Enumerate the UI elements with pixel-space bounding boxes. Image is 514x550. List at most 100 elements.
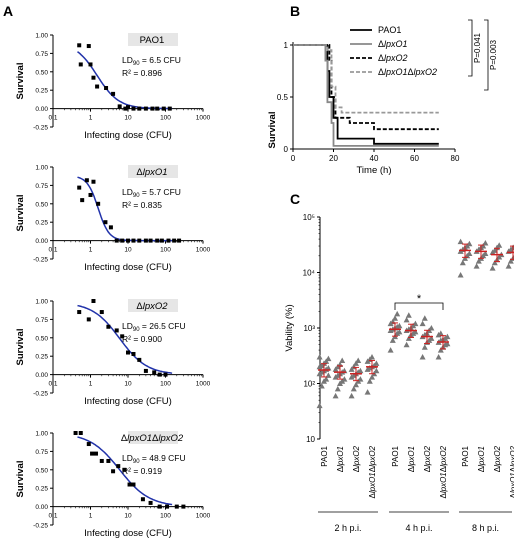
viability-point: [396, 322, 403, 329]
viability-point: [459, 259, 466, 266]
y-tick-label: 0: [284, 145, 289, 154]
y-tick-label: 0.50: [35, 467, 48, 474]
data-point: [174, 504, 179, 509]
x-tick-label: 10: [124, 247, 132, 254]
legend-label: ΔlpxO2: [378, 53, 408, 63]
data-point: [88, 192, 93, 197]
data-point: [91, 179, 96, 184]
y-tick-label: 0.75: [35, 449, 48, 456]
category-label: ΔlpxO2: [493, 445, 502, 472]
group-label: 2 h p.i.: [334, 523, 361, 533]
y-axis-label: Survival: [267, 112, 278, 149]
data-point: [143, 238, 148, 243]
strain-name-box: [128, 431, 178, 444]
panel-letter-b: B: [290, 3, 300, 19]
y-tick-label: 0.00: [35, 504, 48, 511]
data-point: [77, 43, 82, 48]
data-point: [131, 238, 136, 243]
data-point: [86, 44, 91, 49]
viability-point: [334, 385, 341, 392]
viability-point: [348, 392, 355, 399]
strain-name: ΔlpxO2: [136, 301, 168, 312]
data-point: [116, 464, 121, 469]
x-tick-label: 100: [160, 513, 171, 520]
x-axis-label: Time (h): [356, 165, 391, 176]
strain-name-box: [128, 165, 178, 178]
y-tick-label: 0.75: [35, 317, 48, 324]
data-point: [78, 62, 83, 67]
viability-point: [325, 355, 332, 362]
data-point: [103, 220, 108, 225]
data-point: [150, 106, 155, 111]
r-squared-label: R² = 0.919: [122, 466, 162, 476]
significance-marker: *: [417, 293, 422, 305]
viability-point: [419, 354, 426, 360]
group-label: 4 h p.i.: [405, 523, 432, 533]
survival-line: [293, 44, 439, 114]
viability-point: [341, 376, 348, 382]
viability-point: [369, 354, 375, 360]
y-tick-label: 1.00: [35, 431, 48, 438]
y-tick-label: 0.75: [35, 51, 48, 58]
data-point: [77, 310, 82, 315]
viability-point: [457, 272, 464, 278]
data-point: [114, 238, 119, 243]
viability-point: [323, 376, 330, 382]
y-tick-label: 10³: [303, 324, 315, 333]
ld90-label: LD90 = 48.9 CFU: [122, 453, 186, 465]
data-point: [106, 458, 111, 463]
viability-point: [419, 320, 426, 327]
x-axis-label: Infecting dose (CFU): [84, 262, 172, 273]
y-tick-label: 0.5: [277, 93, 289, 102]
data-point: [166, 238, 171, 243]
r-squared-label: R² = 0.896: [122, 68, 162, 78]
y-tick-label: 10: [306, 435, 315, 444]
viability-point: [325, 365, 332, 371]
category-label: ΔlpxO1: [407, 446, 416, 472]
y-tick-label: 1.00: [35, 33, 48, 40]
y-tick-label: 0.25: [35, 220, 48, 227]
survival-chart-lpxo1: -0.25 0.00 0.25 0.50 0.75 1.00 0.1 1 10 100 1000 Su…: [15, 165, 211, 274]
y-tick-label: -0.25: [33, 523, 48, 530]
fit-curve: [77, 304, 173, 374]
data-point: [104, 85, 109, 90]
category-label: PAO1: [461, 445, 470, 466]
data-point: [111, 91, 116, 96]
viability-point: [412, 320, 419, 327]
y-axis-label: Survival: [15, 461, 26, 498]
x-tick-label: 100: [160, 115, 171, 122]
data-point: [126, 350, 130, 355]
y-tick-label: 0.50: [35, 69, 48, 76]
viability-point: [353, 360, 359, 366]
viability-point: [394, 310, 401, 317]
survival-chart-double-mutant: -0.25 0.00 0.25 0.50 0.75 1.00 0.1 1 10 100 1000 Su…: [15, 431, 211, 540]
x-tick-label: 0.1: [48, 115, 57, 122]
data-point: [73, 431, 78, 435]
viability-point: [350, 385, 357, 392]
strain-name: ΔlpxO1ΔlpxO2: [121, 433, 184, 444]
p-value-label: P=0.003: [489, 39, 498, 70]
x-tick-label: 1000: [196, 513, 211, 520]
data-point: [78, 431, 83, 435]
x-tick-label: 60: [410, 154, 419, 163]
viability-point: [466, 240, 473, 247]
x-tick-label: 0.1: [48, 381, 57, 388]
x-tick-label: 10: [124, 115, 132, 122]
viability-point: [489, 265, 496, 271]
y-axis-label: Survival: [15, 63, 26, 100]
x-tick-label: 80: [451, 154, 460, 163]
x-tick-label: 1000: [196, 381, 211, 388]
data-point: [117, 104, 122, 109]
data-point: [120, 238, 125, 243]
viability-point: [389, 337, 396, 343]
data-point: [99, 310, 104, 315]
viability-point: [357, 367, 364, 374]
strain-name-box: [128, 299, 178, 312]
data-point: [80, 198, 85, 203]
strain-name: PAO1: [140, 35, 165, 46]
y-tick-label: 0.00: [35, 106, 48, 113]
viability-point: [405, 335, 412, 341]
x-tick-label: 1000: [196, 247, 211, 254]
viability-point: [437, 330, 444, 336]
